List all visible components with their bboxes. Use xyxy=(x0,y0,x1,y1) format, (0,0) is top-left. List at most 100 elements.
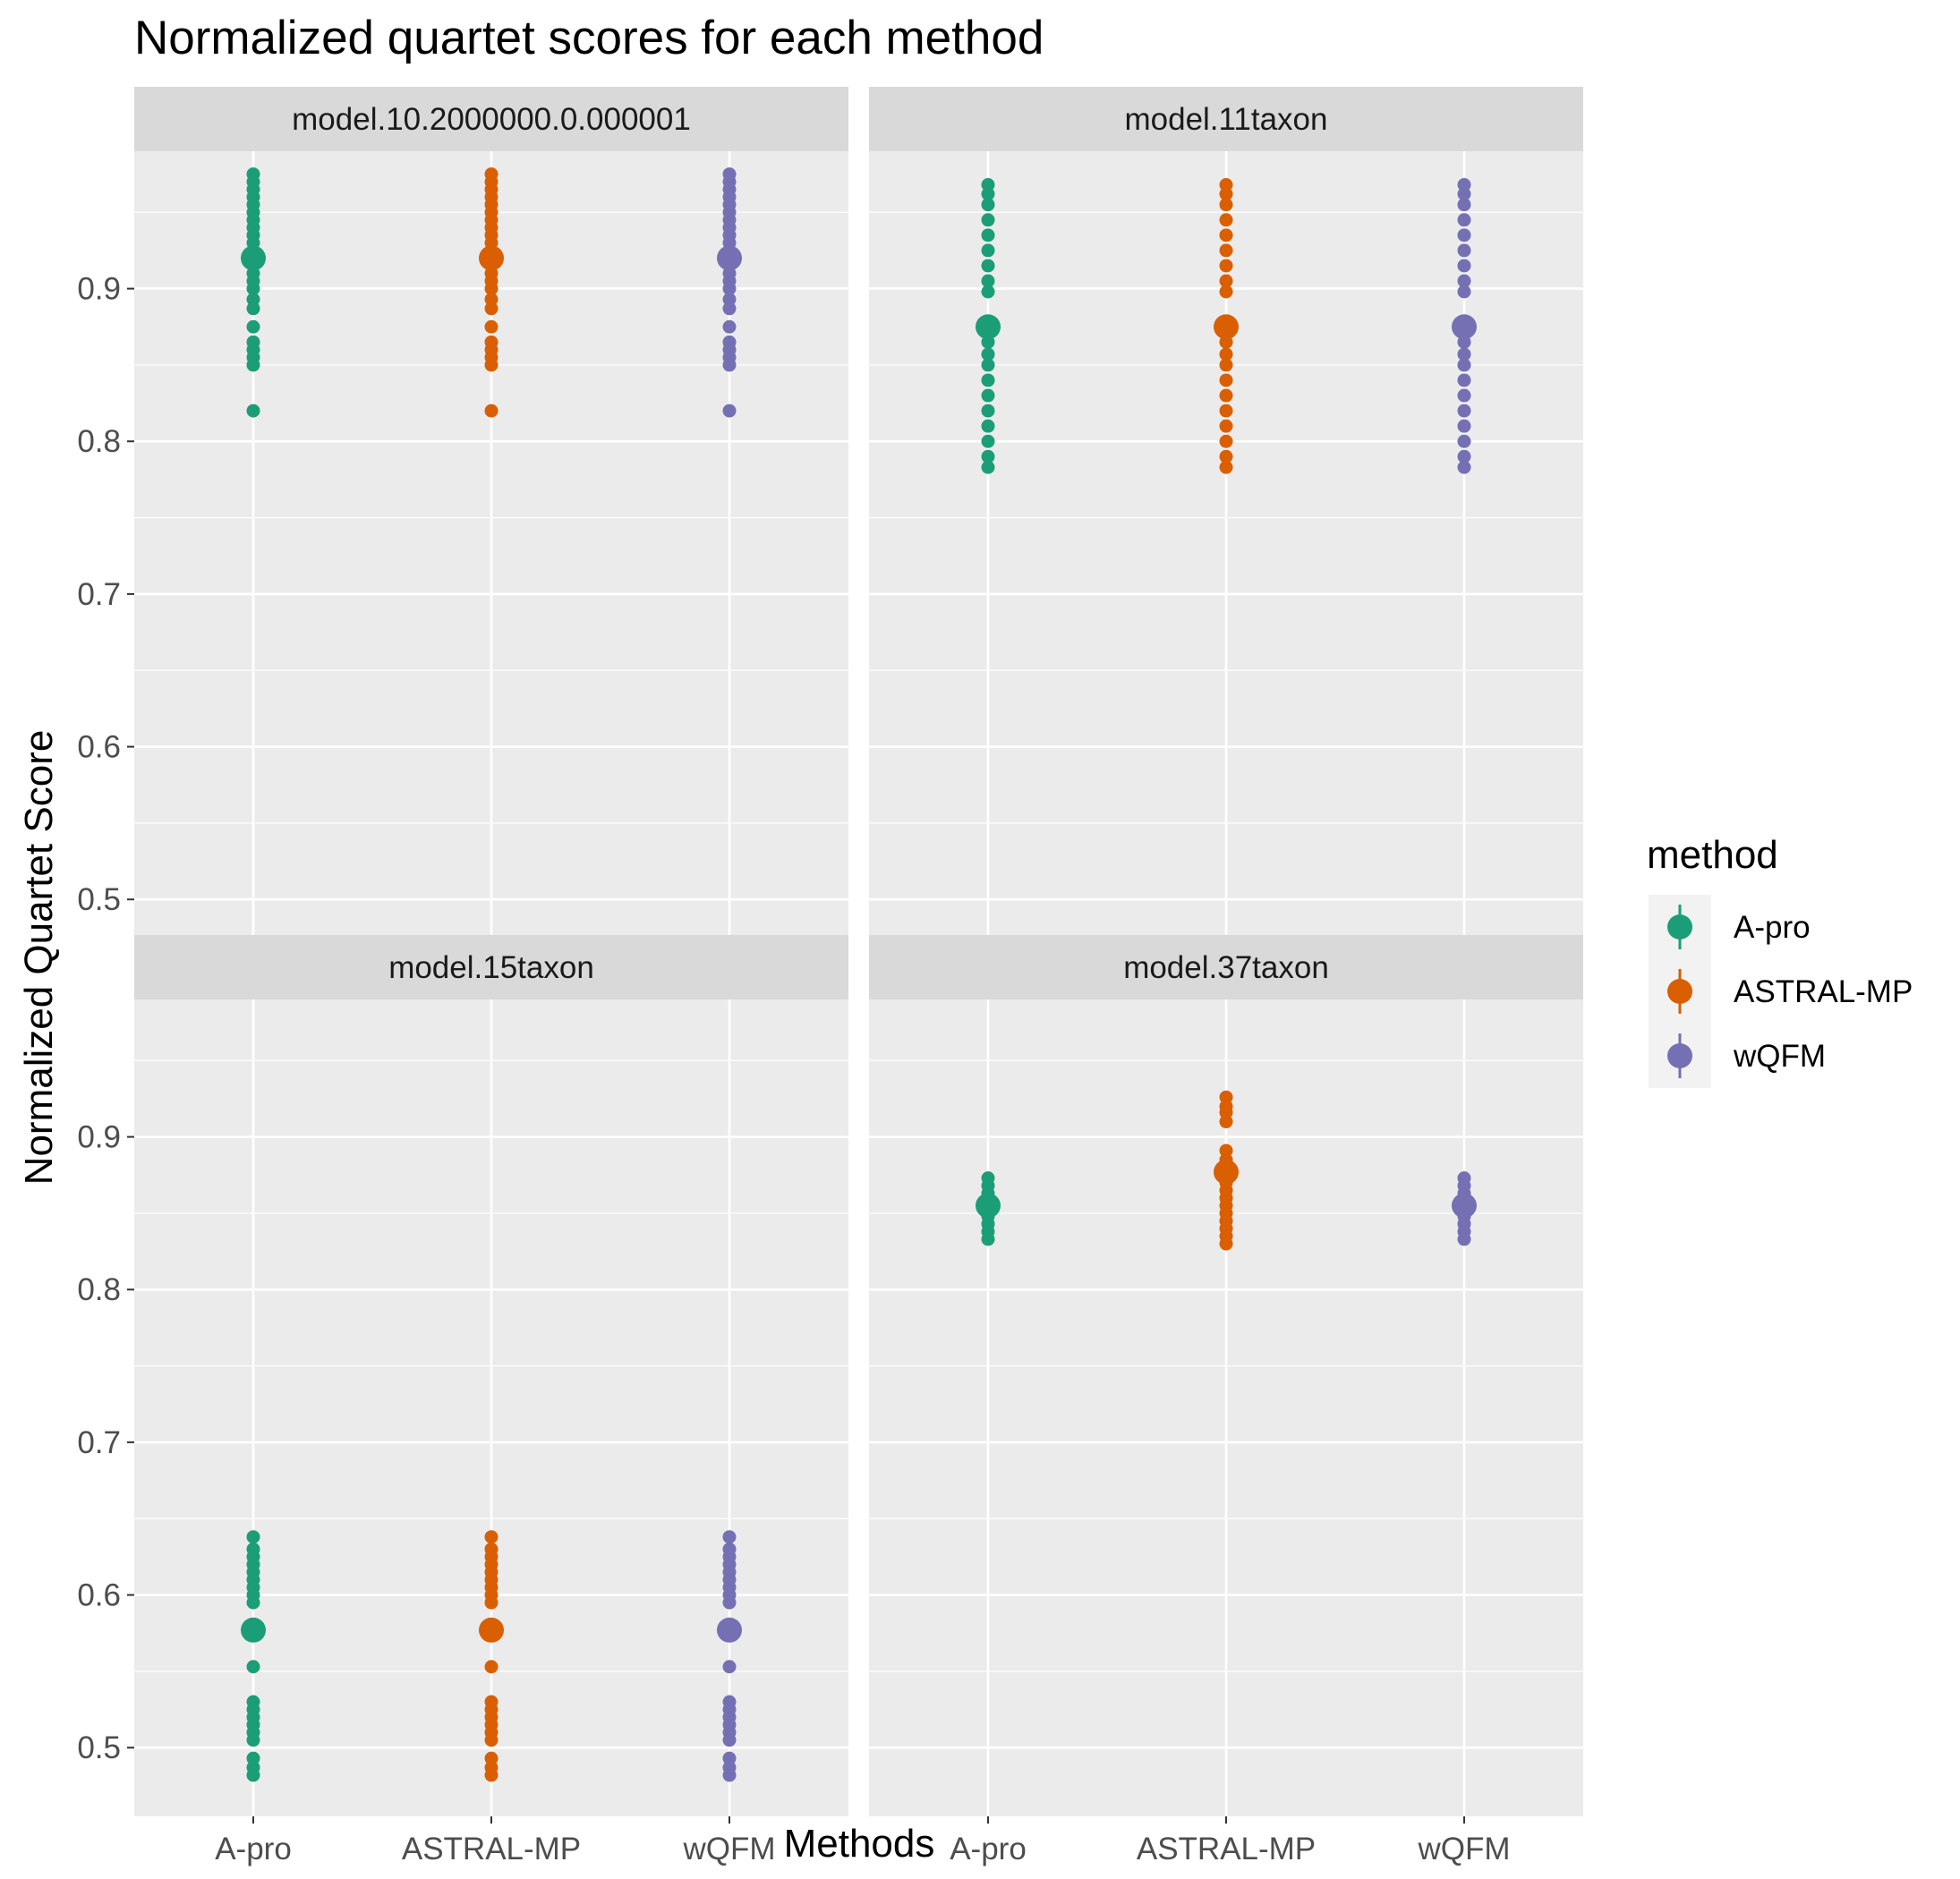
data-point xyxy=(981,1171,995,1186)
data-point xyxy=(1457,243,1471,258)
data-point xyxy=(1219,347,1233,361)
x-tick-label: ASTRAL-MP xyxy=(402,1832,581,1866)
legend-item-wqfm: wQFM xyxy=(1667,1033,1826,1078)
legend-label: A-pro xyxy=(1734,910,1811,945)
data-point xyxy=(722,1695,737,1709)
legend-label: ASTRAL-MP xyxy=(1734,974,1913,1009)
data-point xyxy=(1457,358,1471,372)
data-point xyxy=(246,1542,260,1556)
data-point xyxy=(722,319,737,334)
data-point xyxy=(1457,404,1471,418)
data-point xyxy=(981,419,995,433)
data-point xyxy=(981,388,995,403)
data-point xyxy=(981,178,995,192)
data-point xyxy=(981,285,995,299)
data-point xyxy=(246,404,260,418)
data-point xyxy=(1457,259,1471,273)
mean-point xyxy=(717,1617,742,1643)
data-point xyxy=(1457,213,1471,227)
x-tick-label: A-pro xyxy=(950,1832,1027,1866)
facet-panels: model.10.2000000.0.000001 0.5 0.6 0.7 0.8 0.9… xyxy=(77,87,1583,1866)
mean-point xyxy=(241,245,266,271)
x-tick-label: A-pro xyxy=(215,1832,292,1866)
data-point xyxy=(246,293,260,307)
mean-point xyxy=(717,245,742,271)
data-point xyxy=(981,449,995,463)
data-point xyxy=(1457,388,1471,403)
y-tick-label: 0.9 xyxy=(77,272,121,307)
series-astral-mp xyxy=(1214,178,1239,474)
x-axis-title: Methods xyxy=(784,1822,935,1866)
data-point xyxy=(1457,449,1471,463)
data-point xyxy=(1219,434,1233,448)
data-point xyxy=(246,167,260,182)
data-point xyxy=(484,319,499,334)
legend-item-a-pro: A-pro xyxy=(1667,905,1811,949)
data-point xyxy=(1219,228,1233,242)
legend-title: method xyxy=(1647,833,1778,877)
data-point xyxy=(1219,178,1233,192)
series-a-pro xyxy=(241,167,266,418)
series-astral-mp xyxy=(479,167,504,418)
y-tick-label: 0.7 xyxy=(77,577,121,612)
data-point xyxy=(981,404,995,418)
legend-key-point xyxy=(1667,979,1692,1004)
data-point xyxy=(722,293,737,307)
facet-strip xyxy=(134,87,848,151)
data-point xyxy=(981,259,995,273)
facet-panel-model-15taxon: model.15taxon 0.5 0.6 0.7 0.8 0.9 A-pro ASTRAL-… xyxy=(77,935,848,1866)
data-point xyxy=(722,1530,737,1544)
data-point xyxy=(484,167,499,182)
y-tick-label: 0.7 xyxy=(77,1425,121,1460)
data-point xyxy=(1457,373,1471,387)
data-point xyxy=(722,1751,737,1765)
y-tick-label: 0.8 xyxy=(77,1272,121,1307)
mean-point xyxy=(1214,314,1239,340)
x-tick-label: wQFM xyxy=(682,1832,775,1866)
data-point xyxy=(722,167,737,182)
data-point xyxy=(484,335,499,349)
data-point xyxy=(981,228,995,242)
data-point xyxy=(484,1751,499,1765)
facet-panel-model-11taxon: model.11taxon xyxy=(869,87,1583,968)
data-point xyxy=(1457,434,1471,448)
facet-strip-label: model.11taxon xyxy=(1124,102,1327,137)
data-point xyxy=(1219,358,1233,372)
y-tick-label: 0.9 xyxy=(77,1120,121,1155)
mean-point xyxy=(479,1617,504,1643)
data-point xyxy=(1219,460,1233,474)
mean-point xyxy=(1452,1193,1477,1219)
y-tick-label: 0.5 xyxy=(77,1730,121,1765)
data-point xyxy=(484,404,499,418)
data-point xyxy=(246,1660,260,1674)
facet-strip-label: model.10.2000000.0.000001 xyxy=(292,102,691,137)
data-point xyxy=(1457,285,1471,299)
chart-title: Normalized quartet scores for each metho… xyxy=(134,12,1044,64)
data-point xyxy=(981,434,995,448)
data-point xyxy=(981,274,995,288)
data-point xyxy=(1457,419,1471,433)
data-point xyxy=(1219,198,1233,212)
y-axis-title: Normalized Quartet Score xyxy=(17,730,61,1186)
mean-point xyxy=(976,314,1001,340)
facet-strip xyxy=(134,935,848,999)
data-point xyxy=(722,404,737,418)
data-point xyxy=(1457,274,1471,288)
data-point xyxy=(246,1530,260,1544)
mean-point xyxy=(976,1193,1001,1219)
data-point xyxy=(1457,347,1471,361)
series-astral-mp xyxy=(1214,1090,1239,1251)
data-point xyxy=(1219,449,1233,463)
data-point xyxy=(246,335,260,349)
data-point xyxy=(484,293,499,307)
legend: method A-pro ASTRAL-MP wQFM xyxy=(1647,833,1913,1088)
data-point xyxy=(1219,1144,1233,1158)
data-point xyxy=(1219,285,1233,299)
data-point xyxy=(1457,1171,1471,1186)
data-point xyxy=(246,319,260,334)
facet-panel-model-37taxon: model.37taxon A-pro ASTRAL-MP wQFM xyxy=(869,935,1583,1866)
series-wqfm xyxy=(717,1530,742,1782)
data-point xyxy=(981,347,995,361)
x-tick-label: ASTRAL-MP xyxy=(1137,1832,1316,1866)
